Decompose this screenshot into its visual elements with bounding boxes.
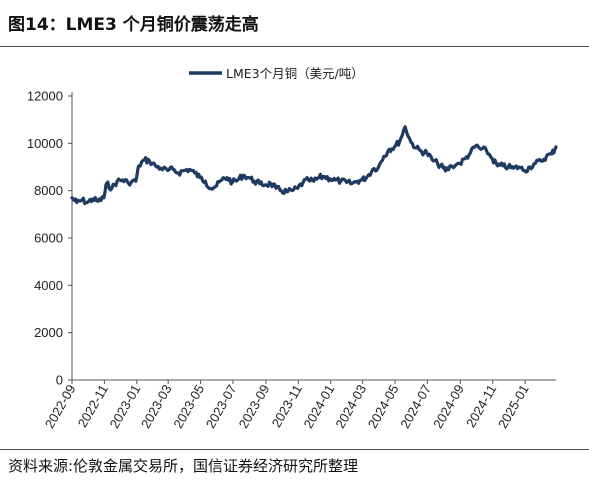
source-note: 资料来源:伦敦金属交易所，国信证券经济研究所整理 (8, 457, 359, 475)
x-tick-label: 2025-01 (495, 382, 532, 431)
x-tick-label: 2024-07 (397, 382, 434, 431)
chart-axes: 0 2000 4000 6000 8000 10000 12000 2022-092022-1… (27, 89, 556, 431)
x-tick-label: 2023-07 (203, 382, 240, 431)
x-tick-label: 2022-09 (42, 382, 79, 431)
y-tick-label: 2000 (34, 325, 63, 340)
chart-legend: LME3个月铜（美元/吨） (189, 66, 364, 81)
y-tick-label: 0 (56, 373, 63, 388)
x-tick-label: 2024-11 (463, 382, 499, 430)
x-tick-label: 2023-09 (236, 382, 273, 431)
legend-label: LME3个月铜（美元/吨） (226, 66, 364, 81)
top-divider (0, 46, 589, 47)
x-tick-label: 2022-11 (75, 382, 111, 430)
y-tick-label: 12000 (27, 89, 63, 104)
series-layer (70, 125, 558, 206)
figure-title: 图14：LME3 个月铜价震荡走高 (8, 15, 259, 35)
series-line (70, 125, 558, 206)
x-tick-label: 2024-09 (430, 382, 467, 431)
bottom-divider (0, 449, 589, 450)
x-tick-label: 2023-11 (269, 382, 305, 430)
y-tick-label: 8000 (34, 183, 63, 198)
y-tick-label: 4000 (34, 278, 63, 293)
y-tick-label: 6000 (34, 231, 63, 246)
y-tick-label: 10000 (27, 136, 63, 151)
